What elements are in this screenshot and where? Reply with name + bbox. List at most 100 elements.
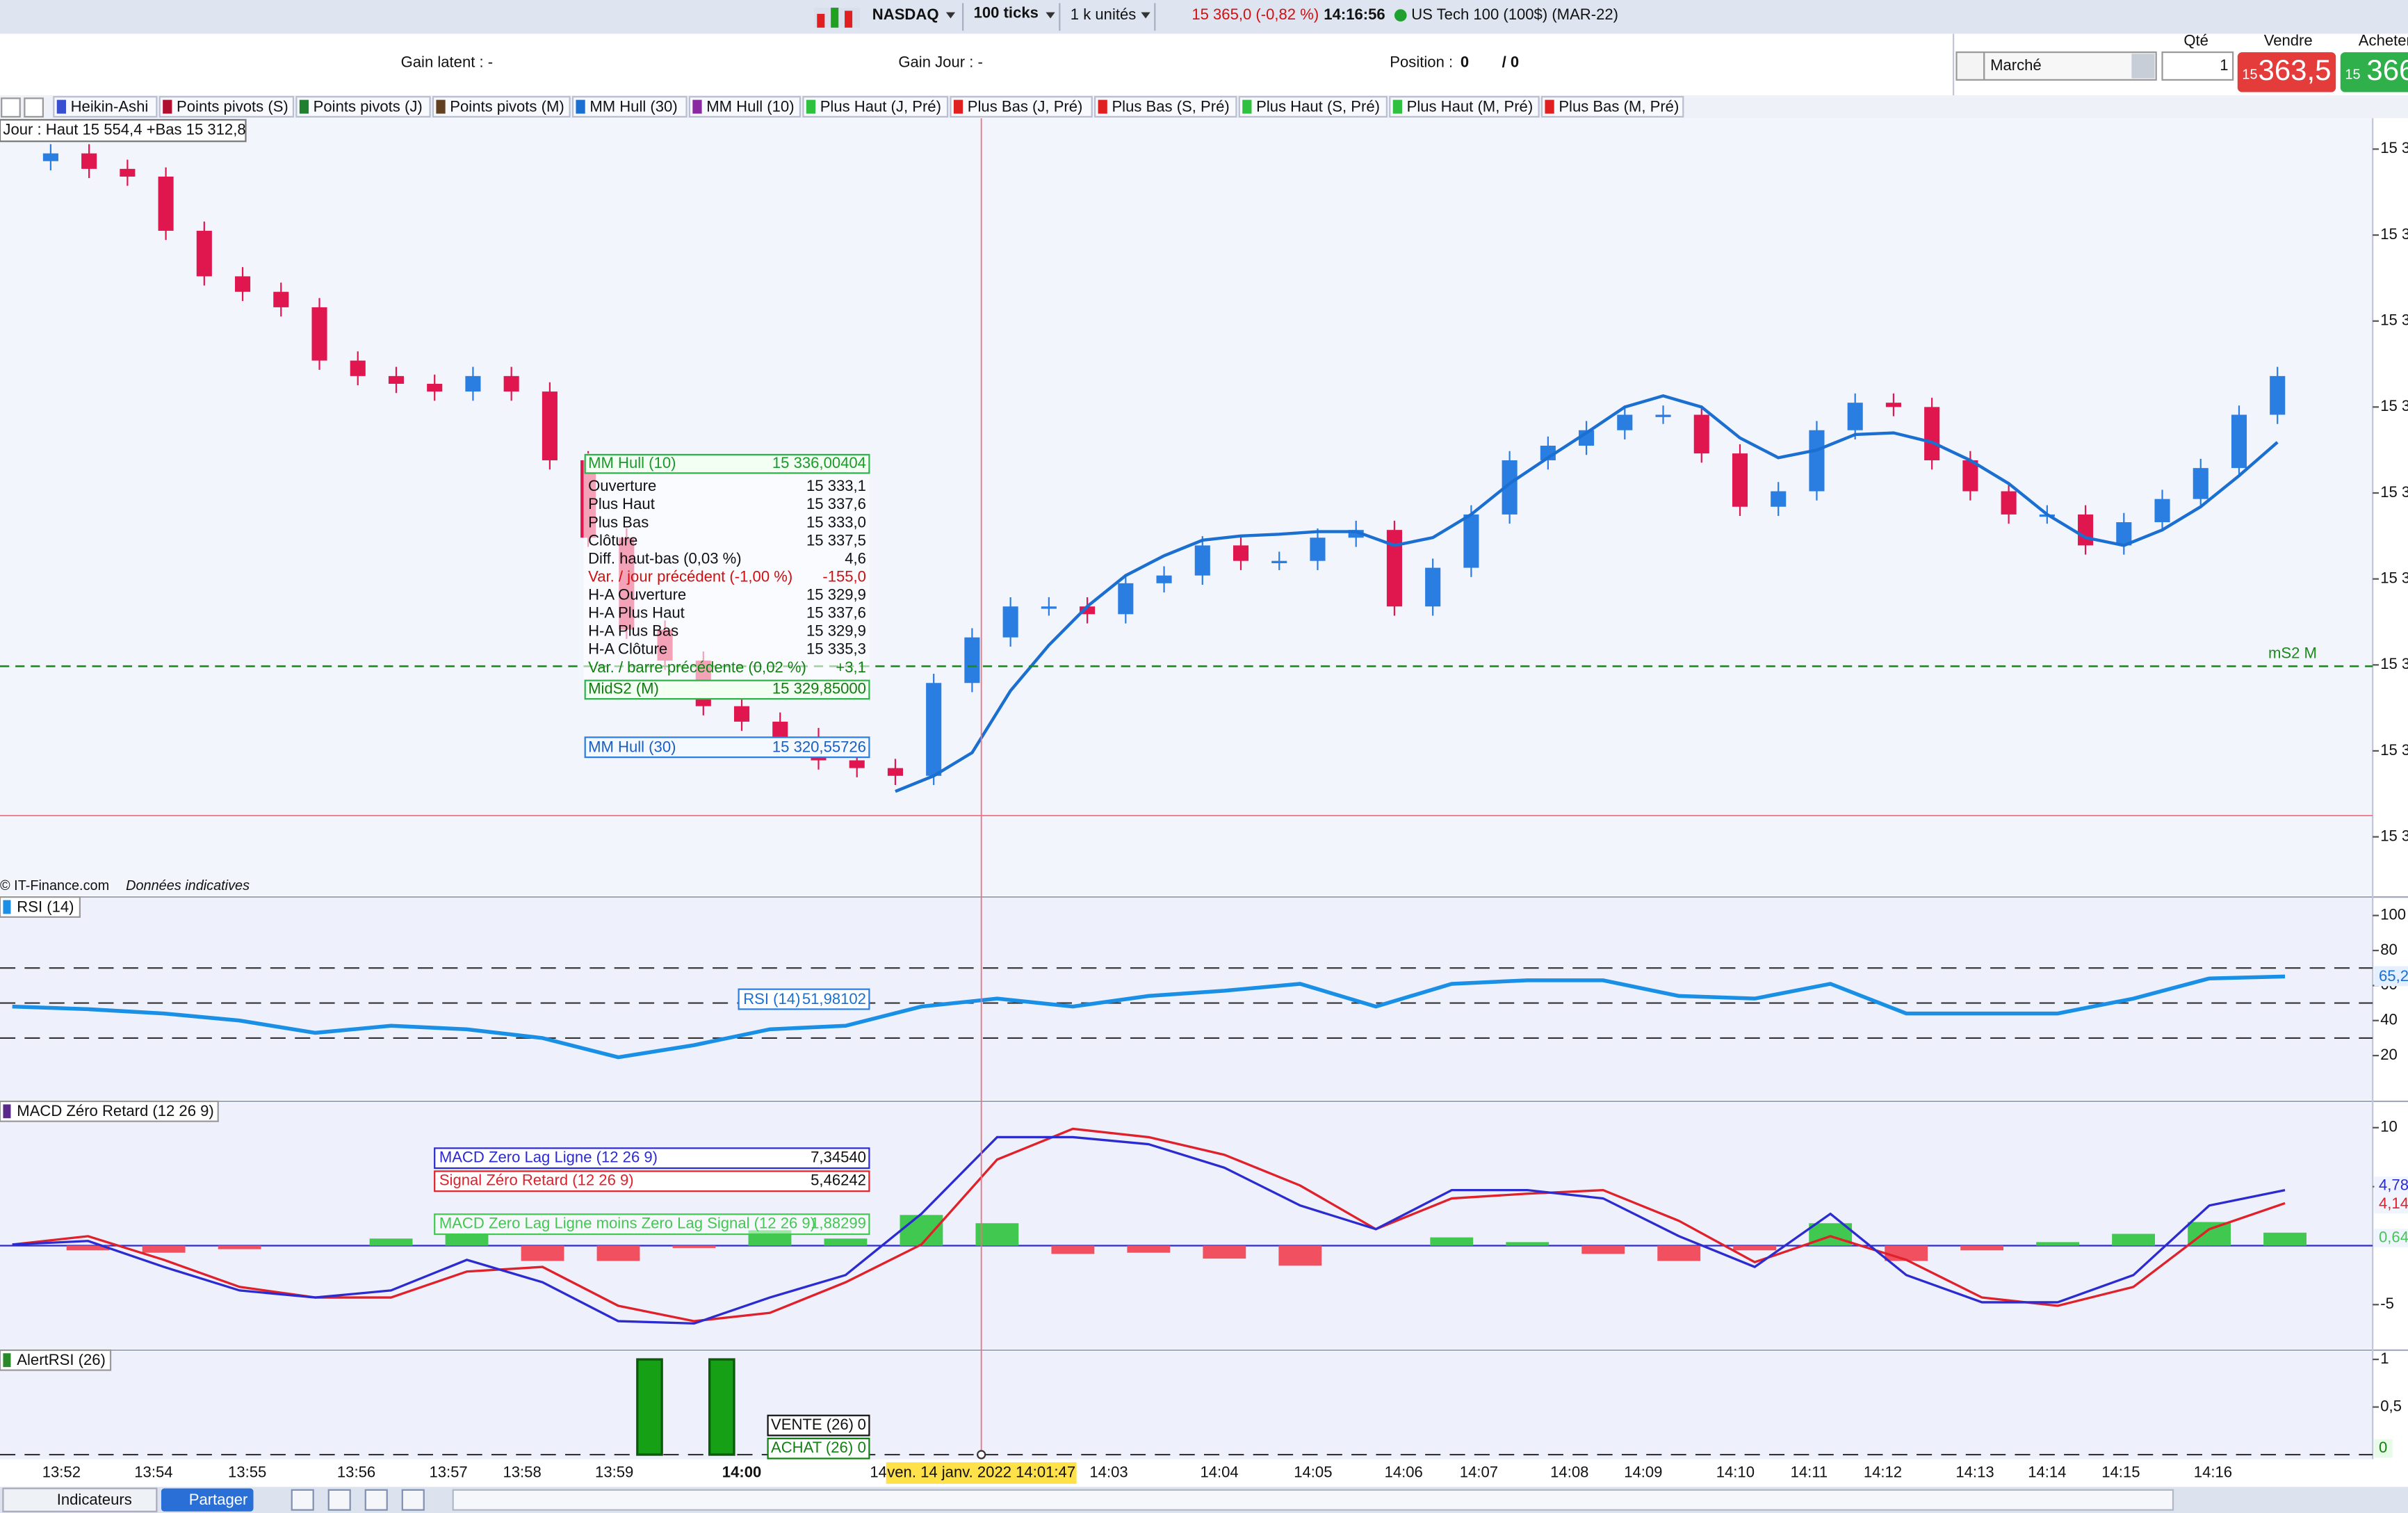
candle	[2270, 375, 2286, 415]
indicator-tab-label[interactable]: Plus Haut (M, Pré)	[1407, 97, 1534, 115]
sell-price[interactable]: 363,5	[2259, 54, 2332, 86]
tool-icon[interactable]	[364, 1489, 388, 1511]
dropdown-arrow	[1046, 12, 1055, 19]
units-select[interactable]: 1 k unités	[1071, 6, 1137, 23]
add-button[interactable]	[1, 97, 21, 118]
time-label: 14:06	[1385, 1463, 1423, 1480]
histogram-bar	[2188, 1222, 2231, 1246]
indicator-tab[interactable]	[432, 96, 571, 118]
indicator-tab[interactable]	[1540, 96, 1684, 118]
indicator-tab-label[interactable]: Plus Haut (J, Pré)	[820, 97, 941, 115]
tooltip-label: MidS2 (M)	[588, 680, 659, 697]
tooltip-label: Diff. haut-bas (0,03 %)	[588, 549, 741, 567]
sell-prefix[interactable]: 15	[2242, 67, 2257, 82]
time-highlight	[886, 1462, 1077, 1484]
order-type[interactable]: Marché	[1990, 56, 2042, 74]
y-tick-label: 15 3	[2380, 827, 2408, 844]
indicator-tab-label[interactable]: MM Hull (10)	[706, 97, 794, 115]
qty[interactable]: 1	[2220, 56, 2228, 74]
share-button[interactable]	[161, 1488, 254, 1512]
indicator-tab-label[interactable]: Plus Bas (M, Pré)	[1559, 97, 1679, 115]
panel-color	[3, 1104, 11, 1119]
tooltip-value: 7,34540	[811, 1149, 866, 1166]
y-tick-label: 40	[2380, 1011, 2398, 1028]
tooltip-label: VENTE (26)	[771, 1416, 854, 1433]
sell-button[interactable]	[2237, 52, 2336, 92]
y-tick-label: 15 3	[2380, 741, 2408, 759]
top-bar	[0, 0, 2408, 34]
histogram-bar	[2036, 1242, 2080, 1246]
source: © IT-Finance.com	[0, 878, 109, 893]
tool-icon[interactable]	[401, 1489, 425, 1511]
panel-title-box	[0, 1349, 112, 1371]
ticks-select[interactable]: 100 ticks	[974, 4, 1039, 22]
indicator-tab[interactable]	[53, 96, 158, 118]
panel-title-box	[0, 1100, 219, 1122]
candle	[2116, 522, 2132, 546]
indicator-tab[interactable]	[1094, 96, 1237, 118]
indicator-tab-label[interactable]: Heikin-Ashi	[71, 97, 149, 115]
indicator-tab[interactable]	[950, 96, 1093, 118]
candle	[1080, 606, 1096, 615]
tooltip-label: MM Hull (30)	[588, 738, 676, 756]
candle	[1310, 537, 1326, 561]
tooltip-hull30	[584, 736, 870, 759]
indicator-tab-label[interactable]: Plus Bas (J, Pré)	[968, 97, 1083, 115]
exchange-select[interactable]: NASDAQ	[872, 6, 939, 23]
tool-button[interactable]	[1955, 51, 1985, 81]
indicator-tab-label[interactable]: Points pivots (S)	[177, 97, 288, 115]
candle	[1156, 575, 1172, 583]
tooltip-value: 4,6	[845, 549, 866, 567]
crosshair-point	[977, 1450, 986, 1459]
indicators-button-label[interactable]: Indicateurs	[57, 1491, 132, 1508]
share-button-label[interactable]: Partager	[189, 1491, 248, 1508]
label: Qté	[2183, 31, 2208, 49]
candle	[1271, 560, 1287, 563]
label: 15 365,0 (-0,82 %)	[1191, 6, 1319, 23]
time-label: 14:13	[1955, 1463, 1994, 1480]
time-label: 14:09	[1624, 1463, 1662, 1480]
signal-line	[12, 1127, 2286, 1322]
candle	[926, 683, 942, 776]
tooltip-value: 51,98102	[802, 990, 866, 1008]
tool-icon[interactable]	[327, 1489, 351, 1511]
scrollbar	[452, 1489, 2174, 1511]
indicator-tab[interactable]	[688, 96, 802, 118]
indicator-tab[interactable]	[158, 96, 295, 118]
indicator-tab[interactable]	[1238, 96, 1388, 118]
up-button[interactable]	[24, 97, 44, 118]
candle	[772, 721, 788, 738]
buy-price[interactable]: 366	[2366, 54, 2408, 86]
indicators-button[interactable]	[2, 1487, 158, 1512]
indicator-tab-label[interactable]: Points pivots (J)	[314, 97, 423, 115]
candle	[311, 307, 327, 361]
y-tick-label: -5	[2380, 1295, 2394, 1312]
time-label: 13:56	[337, 1463, 375, 1480]
qty-input[interactable]	[2161, 51, 2234, 81]
tooltip-label: Plus Bas	[588, 513, 649, 531]
indicator-tab[interactable]	[1389, 96, 1540, 118]
candle	[2193, 468, 2208, 499]
candle	[2231, 414, 2247, 469]
candle	[427, 383, 443, 392]
tooltip-label: MM Hull (10)	[588, 454, 676, 471]
tooltip-value: 0	[858, 1439, 866, 1456]
indicator-tab[interactable]	[571, 96, 688, 118]
indicator-tab-label[interactable]: Plus Haut (S, Pré)	[1256, 97, 1380, 115]
candle	[1502, 460, 1518, 515]
indicator-tab-label[interactable]: Points pivots (M)	[450, 97, 564, 115]
order-type-select[interactable]	[1983, 51, 2157, 81]
current-tag	[2374, 966, 2408, 987]
y-tick-label: 15 3	[2380, 139, 2408, 156]
buy-prefix[interactable]: 15	[2345, 67, 2360, 82]
indicator-tab[interactable]	[295, 96, 431, 118]
tool-icon[interactable]	[291, 1489, 314, 1511]
candle	[887, 768, 903, 776]
current-tag	[2374, 1229, 2408, 1247]
candle	[1617, 414, 1633, 430]
buy-button[interactable]	[2340, 52, 2408, 92]
indicator-tab-label[interactable]: Plus Bas (S, Pré)	[1112, 97, 1229, 115]
indicator-tab-label[interactable]: MM Hull (30)	[589, 97, 677, 115]
indicator-tab[interactable]	[802, 96, 949, 118]
